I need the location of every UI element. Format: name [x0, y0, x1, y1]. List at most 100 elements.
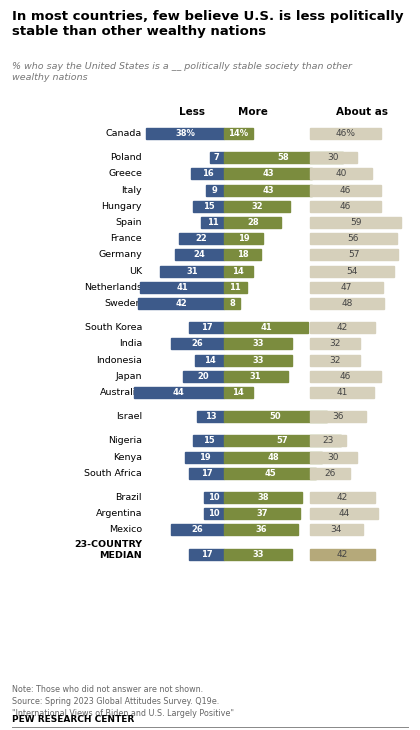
- Bar: [224, 128, 253, 139]
- Bar: [310, 282, 383, 293]
- Text: 11: 11: [229, 283, 241, 292]
- Bar: [193, 435, 224, 447]
- Text: 33: 33: [252, 550, 264, 558]
- Text: Italy: Italy: [121, 185, 142, 195]
- Text: Indonesia: Indonesia: [96, 356, 142, 364]
- Bar: [310, 435, 346, 447]
- Text: 46: 46: [340, 185, 352, 195]
- Text: 20: 20: [198, 372, 209, 381]
- Text: 13: 13: [205, 412, 216, 421]
- Text: Less: Less: [179, 107, 205, 117]
- Text: More: More: [238, 107, 268, 117]
- Bar: [204, 492, 224, 503]
- Text: India: India: [119, 339, 142, 348]
- Bar: [204, 508, 224, 519]
- Text: Australia: Australia: [100, 388, 142, 397]
- Text: 46: 46: [340, 372, 352, 381]
- Bar: [140, 282, 224, 293]
- Bar: [310, 152, 357, 164]
- Bar: [134, 387, 224, 398]
- Bar: [160, 266, 224, 277]
- Text: 10: 10: [208, 510, 220, 518]
- Text: 26: 26: [192, 526, 203, 534]
- Text: France: France: [110, 234, 142, 243]
- Text: 14: 14: [233, 266, 244, 276]
- Bar: [310, 233, 397, 245]
- Text: 41: 41: [176, 283, 188, 292]
- Text: South Africa: South Africa: [84, 469, 142, 478]
- Text: 34: 34: [331, 526, 342, 534]
- Bar: [210, 152, 224, 164]
- Bar: [224, 322, 308, 333]
- Text: 56: 56: [348, 234, 359, 243]
- Text: 32: 32: [251, 201, 262, 211]
- Text: 18: 18: [236, 250, 248, 259]
- Bar: [224, 452, 323, 463]
- Bar: [224, 387, 253, 398]
- Bar: [310, 508, 378, 519]
- Bar: [310, 185, 381, 196]
- Bar: [310, 411, 366, 422]
- Bar: [146, 128, 224, 139]
- Bar: [310, 468, 350, 479]
- Bar: [171, 339, 224, 350]
- Text: Brazil: Brazil: [116, 493, 142, 502]
- Bar: [310, 217, 402, 228]
- Bar: [310, 339, 360, 350]
- Text: 11: 11: [207, 218, 218, 227]
- Bar: [310, 452, 357, 463]
- Bar: [189, 549, 224, 560]
- Text: Germany: Germany: [98, 250, 142, 259]
- Text: 44: 44: [339, 510, 350, 518]
- Bar: [138, 298, 224, 309]
- Text: 26: 26: [192, 339, 203, 348]
- Text: Hungary: Hungary: [102, 201, 142, 211]
- Text: Poland: Poland: [110, 153, 142, 162]
- Text: 19: 19: [238, 234, 249, 243]
- Text: About as: About as: [336, 107, 388, 117]
- Bar: [224, 339, 291, 350]
- Text: 17: 17: [201, 469, 213, 478]
- Text: 42: 42: [337, 493, 348, 502]
- Text: Netherlands: Netherlands: [84, 283, 142, 292]
- Text: Israel: Israel: [116, 412, 142, 421]
- Bar: [224, 468, 316, 479]
- Text: 42: 42: [337, 323, 348, 332]
- Text: 17: 17: [201, 550, 213, 558]
- Bar: [310, 549, 375, 560]
- Bar: [224, 298, 240, 309]
- Text: South Korea: South Korea: [84, 323, 142, 332]
- Bar: [224, 549, 291, 560]
- Text: Sweden: Sweden: [105, 299, 142, 308]
- Text: 41: 41: [336, 388, 347, 397]
- Text: 16: 16: [202, 169, 213, 178]
- Bar: [310, 201, 381, 212]
- Text: 42: 42: [175, 299, 187, 308]
- Text: 26: 26: [325, 469, 336, 478]
- Bar: [195, 355, 224, 366]
- Text: 43: 43: [262, 169, 274, 178]
- Bar: [224, 524, 298, 535]
- Text: Nigeria: Nigeria: [108, 437, 142, 445]
- Bar: [183, 371, 224, 382]
- Bar: [189, 322, 224, 333]
- Text: 15: 15: [203, 437, 215, 445]
- Bar: [310, 298, 384, 309]
- Bar: [179, 233, 224, 245]
- Text: 36: 36: [255, 526, 267, 534]
- Text: 33: 33: [252, 356, 264, 364]
- Bar: [171, 524, 224, 535]
- Bar: [310, 524, 363, 535]
- Bar: [224, 152, 343, 164]
- Text: Spain: Spain: [116, 218, 142, 227]
- Text: 38: 38: [257, 493, 269, 502]
- Bar: [197, 411, 224, 422]
- Text: In most countries, few believe U.S. is less politically
stable than other wealth: In most countries, few believe U.S. is l…: [12, 10, 404, 39]
- Text: Canada: Canada: [106, 129, 142, 138]
- Bar: [224, 217, 281, 228]
- Bar: [310, 169, 372, 180]
- Text: 23: 23: [322, 437, 333, 445]
- Text: 43: 43: [262, 185, 274, 195]
- Text: Japan: Japan: [116, 372, 142, 381]
- Text: 32: 32: [329, 339, 341, 348]
